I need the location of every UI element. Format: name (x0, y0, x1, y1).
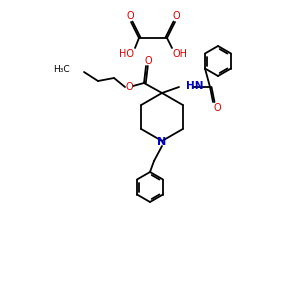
Text: O: O (213, 103, 221, 113)
Text: O: O (126, 11, 134, 21)
Text: H₃C: H₃C (53, 65, 70, 74)
Text: O: O (125, 82, 133, 92)
Text: OH: OH (172, 49, 188, 59)
Text: HO: HO (119, 49, 134, 59)
Text: N: N (158, 137, 166, 147)
Text: O: O (144, 56, 152, 66)
Text: HN: HN (186, 81, 203, 91)
Text: O: O (172, 11, 180, 21)
